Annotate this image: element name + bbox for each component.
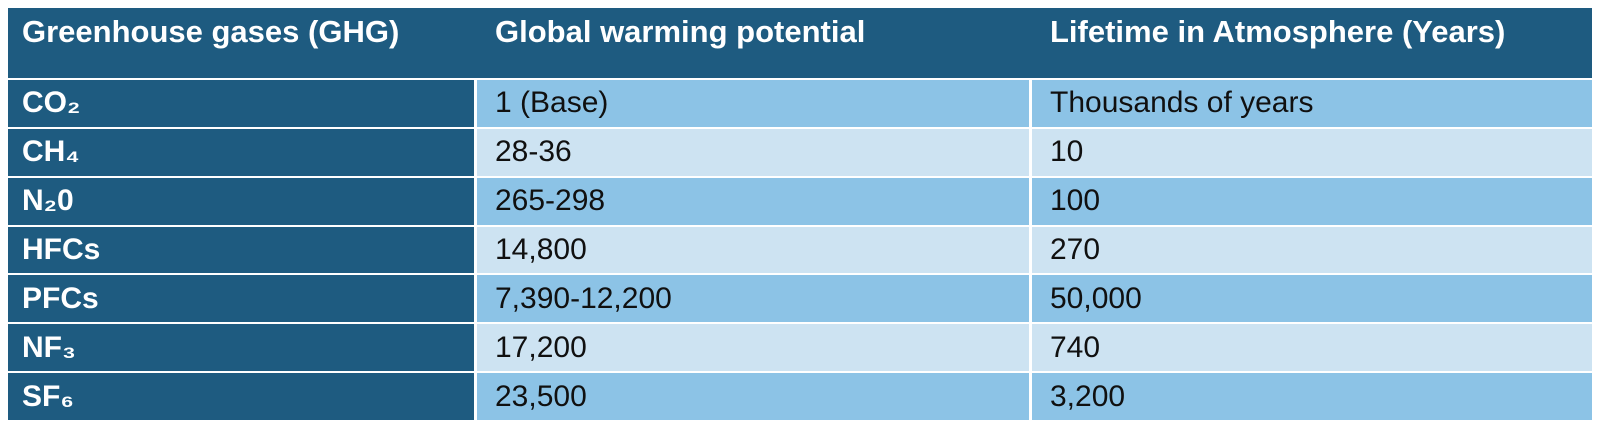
gwp-cell: 23,500 [477, 373, 1029, 420]
header-cell-lifetime: Lifetime in Atmosphere (Years) [1050, 14, 1506, 49]
lifetime-cell: 270 [1032, 226, 1592, 274]
gas-name-cell: HFCs [8, 226, 474, 274]
ghg-table: Greenhouse gases (GHG) Global warming po… [8, 8, 1592, 420]
gwp-cell: 265-298 [477, 177, 1029, 225]
header-cell-gas: Greenhouse gases (GHG) [22, 14, 400, 49]
lifetime-cell: 10 [1032, 128, 1592, 176]
gwp-cell: 1 (Base) [477, 80, 1029, 127]
gwp-cell: 17,200 [477, 324, 1029, 372]
lifetime-cell: 740 [1032, 324, 1592, 372]
lifetime-cell: 50,000 [1032, 275, 1592, 323]
header-cell-gwp: Global warming potential [495, 14, 866, 49]
gwp-cell: 28-36 [477, 128, 1029, 176]
gas-name-cell: PFCs [8, 275, 474, 323]
gwp-cell: 14,800 [477, 226, 1029, 274]
gas-name-cell: SF₆ [8, 373, 474, 420]
gas-name-cell: NF₃ [8, 324, 474, 372]
gas-name-cell: N₂0 [8, 177, 474, 225]
lifetime-cell: 100 [1032, 177, 1592, 225]
gwp-cell: 7,390-12,200 [477, 275, 1029, 323]
lifetime-cell: Thousands of years [1032, 80, 1592, 127]
gas-name-cell: CH₄ [8, 128, 474, 176]
gas-name-cell: CO₂ [8, 80, 474, 127]
lifetime-cell: 3,200 [1032, 373, 1592, 420]
table-header-row: Greenhouse gases (GHG) Global warming po… [8, 8, 1592, 78]
